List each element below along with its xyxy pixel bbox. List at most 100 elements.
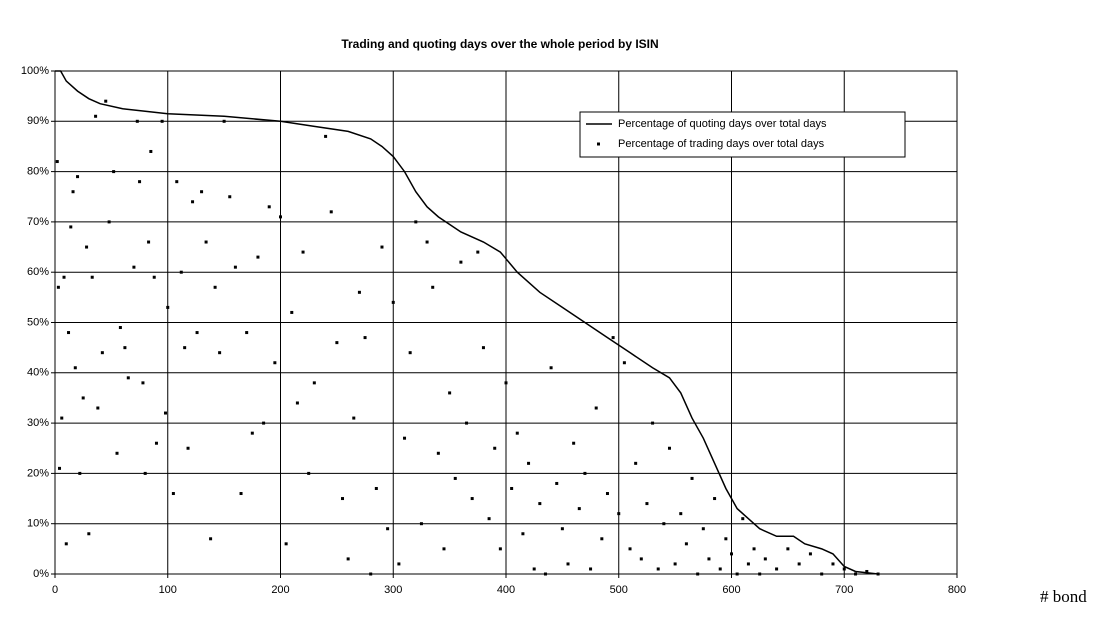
scatter-point [56,285,60,289]
scatter-point [419,522,423,526]
x-tick-label: 700 [835,584,853,596]
scatter-point [611,336,615,340]
x-tick-label: 0 [52,584,58,596]
scatter-point [64,542,68,546]
scatter-point [487,517,491,521]
scatter-point [865,569,869,573]
scatter-point [735,572,739,576]
scatter-point [651,421,655,425]
scatter-point [386,527,390,531]
scatter-point [112,170,116,174]
scatter-point [284,542,288,546]
scatter-point [713,497,717,501]
y-tick-label: 30% [27,417,49,429]
scatter-point [94,114,98,118]
y-tick-label: 50% [27,316,49,328]
scatter-point [245,331,249,335]
scatter-point [510,486,514,490]
scatter-point [213,285,217,289]
scatter-point [352,416,356,420]
scatter-point [67,331,71,335]
scatter-point [515,431,519,435]
scatter-point [746,562,750,566]
scatter-point [442,547,446,551]
scatter-point [69,225,73,229]
scatter-point [718,567,722,571]
scatter-point [312,381,316,385]
scatter-point [369,572,373,576]
scatter-point [107,220,111,224]
scatter-point [363,336,367,340]
scatter-point [600,537,604,541]
scatter-point [301,250,305,254]
scatter-point [639,557,643,561]
scatter-point [730,552,733,556]
scatter-point [679,512,683,516]
x-tick-label: 800 [948,584,966,596]
scatter-point [628,547,632,551]
scatter-point [295,401,299,405]
scatter-point [707,557,711,561]
legend-marker [597,142,600,146]
scatter-point [126,376,130,380]
scatter-point [118,326,122,330]
scatter-point [555,481,559,485]
scatter-point [476,250,480,254]
scatter-point [448,391,452,395]
scatter-point [71,190,75,194]
scatter-point [166,305,170,309]
scatter-point [470,497,474,501]
scatter-point [81,396,85,400]
scatter-point [152,275,156,279]
scatter-point [200,190,204,194]
x-tick-label: 400 [497,584,515,596]
scatter-point [138,180,142,184]
scatter-point [634,461,638,465]
scatter-point [775,567,779,571]
scatter-point [560,527,564,531]
scatter-point [543,572,547,576]
scatter-point [763,557,767,561]
scatter-point [797,562,801,566]
quoting-line [55,70,879,575]
scatter-point [408,351,412,355]
y-tick-label: 40% [27,367,49,379]
chart-title: Trading and quoting days over the whole … [341,37,658,51]
y-tick-label: 20% [27,467,49,479]
plot-border [54,70,958,575]
scatter-point [204,240,208,244]
scatter-point [549,366,553,370]
scatter-point [218,351,222,355]
scatter-point [752,547,756,551]
scatter-point [617,512,621,516]
scatter-point [307,471,311,475]
scatter-point [279,215,282,219]
scatter-point [141,381,145,385]
scatter-point [154,441,158,445]
legend-label: Percentage of quoting days over total da… [618,118,827,130]
scatter-point [87,532,91,536]
scatter-point [149,149,153,153]
scatter-point [135,119,139,123]
scatter-point [58,466,62,470]
scatter-point [532,567,536,571]
scatter-point [160,119,164,123]
scatter-point [239,492,243,496]
scatter-point [346,557,350,561]
scatter-point [842,567,846,571]
scatter-point [171,492,175,496]
scatter-point [341,497,345,501]
scatter-point [397,562,401,566]
scatter-point [696,572,700,576]
scatter-point [100,351,104,355]
scatter-point [195,331,199,335]
y-tick-label: 0% [33,568,49,580]
scatter-point [374,486,378,490]
scatter-point [60,416,64,420]
scatter-point [566,562,570,566]
scatter-point [380,245,384,249]
scatter-point [132,265,136,269]
scatter-point [521,532,525,536]
scatter-point [594,406,598,410]
scatter-point [329,210,333,214]
